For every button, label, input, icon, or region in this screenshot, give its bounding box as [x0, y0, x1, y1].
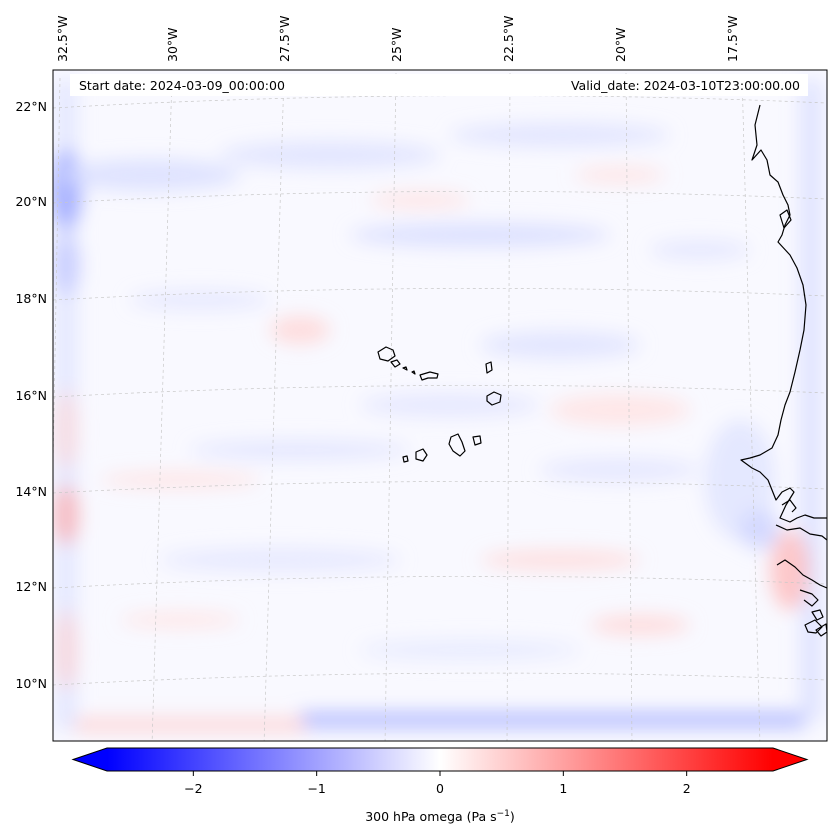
- colorbar-outline: [71, 747, 809, 772]
- colorbar-label: 300 hPa omega (Pa s−1): [365, 809, 515, 824]
- lon-label: 22.5°W: [501, 16, 516, 62]
- omega-field: [53, 80, 822, 732]
- colorbar-extend-min: [73, 748, 107, 771]
- island-sao-vicente: [390, 359, 401, 368]
- lat-label: 22°N: [15, 99, 47, 114]
- colorbar-tick-label: −2: [184, 781, 202, 796]
- coastlines: [377, 104, 827, 637]
- lon-label: 20°W: [613, 27, 628, 62]
- valid-date: Valid_date: 2024-03-10T23:00:00.00: [571, 78, 800, 93]
- lat-label: 18°N: [15, 291, 47, 306]
- lon-label: 32.5°W: [55, 16, 70, 62]
- colorbar-tick-label: −1: [307, 781, 325, 796]
- lat-label: 12°N: [15, 579, 47, 594]
- lon-label: 17.5°W: [725, 16, 740, 62]
- colorbar-ticks: −2 −1 0 1 2: [184, 771, 691, 796]
- africa-coastline: [740, 104, 827, 523]
- latitude-labels: 22°N 20°N 18°N 16°N 14°N 12°N 10°N: [15, 99, 47, 691]
- lon-label: 25°W: [389, 27, 404, 62]
- island-sal: [485, 361, 493, 374]
- date-header-strip: [70, 74, 808, 96]
- island-brava: [402, 455, 409, 463]
- colorbar-tick-label: 2: [683, 781, 691, 796]
- lon-label: 27.5°W: [277, 16, 292, 62]
- start-date: Start date: 2024-03-09_00:00:00: [79, 78, 285, 93]
- lat-label: 10°N: [15, 676, 47, 691]
- lon-label: 30°W: [165, 27, 180, 62]
- colorbar-tick-label: 0: [436, 781, 444, 796]
- colorbar-tick-label: 1: [559, 781, 567, 796]
- colorbar: −2 −1 0 1 2 300 hPa omega (Pa s−1): [71, 747, 809, 824]
- map-panel: Start date: 2024-03-09_00:00:00 Valid_da…: [53, 70, 827, 741]
- island-santo-antao: [377, 346, 396, 362]
- colorbar-gradient: [107, 748, 773, 771]
- map-frame: [52, 69, 828, 742]
- lat-label: 20°N: [15, 194, 47, 209]
- island-santiago: [448, 433, 466, 457]
- lat-label: 14°N: [15, 484, 47, 499]
- island-fogo: [415, 448, 428, 462]
- gridlines: [53, 72, 827, 741]
- island-sao-nicolau: [419, 371, 439, 381]
- island-boa-vista: [486, 391, 502, 406]
- longitude-labels: 32.5°W 30°W 27.5°W 25°W 22.5°W 20°W 17.5…: [55, 16, 740, 62]
- island-maio: [472, 435, 482, 446]
- lat-label: 16°N: [15, 388, 47, 403]
- colorbar-extend-max: [773, 748, 807, 771]
